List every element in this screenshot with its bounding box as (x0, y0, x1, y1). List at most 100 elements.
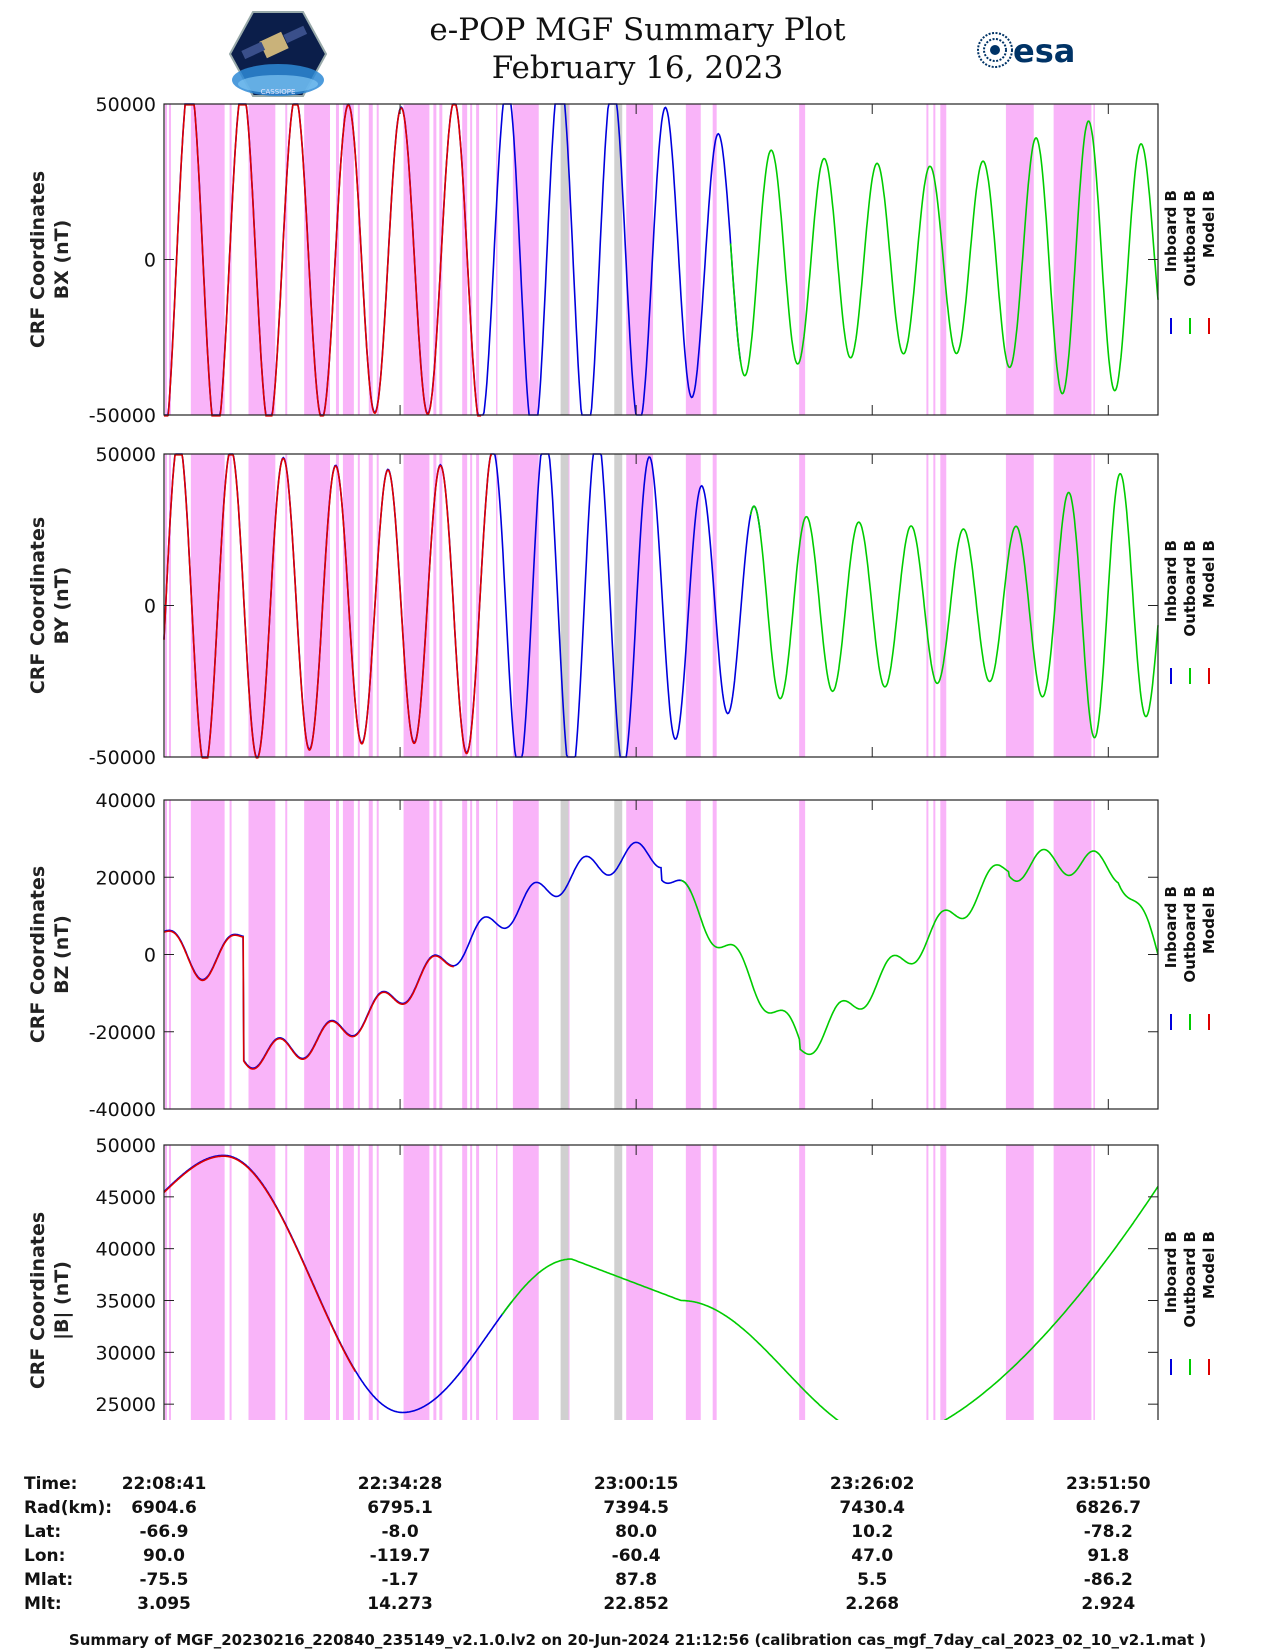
pink-band-14 (439, 800, 443, 1109)
gray-band-0 (560, 454, 569, 757)
esa-logo-text: esa (1013, 32, 1075, 70)
legend-label: Inboard B (1162, 1231, 1180, 1313)
pink-band-1 (168, 1145, 171, 1420)
pink-band-10 (368, 454, 373, 757)
pink-band-21 (626, 800, 654, 1109)
model-b-line (164, 104, 482, 417)
legend-label: Model B (1200, 190, 1218, 258)
pink-band-7 (335, 104, 339, 415)
pink-band-23 (712, 104, 717, 415)
cassiope-logo-text: CASSIOPE (261, 88, 296, 96)
chart-panel-BX: 50000 0 -50000 CRF Coordinates BX (nT) Inboar… (27, 94, 1218, 427)
gray-band-0 (560, 1145, 569, 1420)
pink-band-2 (190, 454, 225, 757)
pink-band-5 (285, 1145, 288, 1420)
ephemeris-cell: 91.8 (1087, 1546, 1130, 1566)
pink-band-6 (304, 1145, 330, 1420)
legend-label: Outboard B (1181, 886, 1199, 983)
ephemeris-cell: 22:08:41 (121, 1474, 207, 1494)
model-b-line (163, 1155, 357, 1372)
pink-band-23 (712, 1145, 717, 1420)
y-tick-label: -50000 (89, 405, 156, 427)
ephemeris-cell: -66.9 (139, 1522, 189, 1542)
pink-band-7 (335, 1145, 339, 1420)
pink-band-11 (376, 454, 379, 757)
pink-band-8 (342, 800, 354, 1109)
pink-band-4 (248, 1145, 276, 1420)
pink-band-18 (495, 1145, 498, 1420)
pink-band-17 (476, 104, 480, 415)
pink-band-18 (495, 454, 498, 757)
title-line-1: e-POP MGF Summary Plot (429, 12, 846, 48)
pink-band-0 (164, 1145, 167, 1420)
pink-band-17 (476, 800, 480, 1109)
chart-panel-BY: 50000 0 -50000 CRF Coordinates BY (nT) Inboar… (27, 444, 1218, 769)
pink-band-5 (285, 104, 288, 415)
outboard-b-line (729, 120, 1159, 395)
y-axis-label-line1: CRF Coordinates (27, 517, 49, 694)
pink-band-24 (799, 104, 806, 415)
pink-band-9 (357, 1145, 360, 1420)
pink-band-17 (476, 454, 480, 757)
y-axis-label-line2: BZ (nT) (51, 915, 73, 994)
pink-band-30 (1093, 104, 1095, 415)
pink-band-3 (229, 800, 232, 1109)
chart-panel-BZ: 40000 20000 0 -20000 -40000 CRF Coordinates BZ… (27, 790, 1218, 1121)
pink-band-30 (1093, 454, 1095, 757)
ephemeris-cell: 23:26:02 (829, 1474, 915, 1494)
pink-band-12 (403, 454, 430, 757)
ephemeris-cell: 2.268 (845, 1594, 900, 1614)
pink-band-28 (1005, 800, 1034, 1109)
pink-band-27 (940, 1145, 947, 1420)
pink-band-18 (495, 800, 498, 1109)
pink-band-6 (304, 454, 330, 757)
pink-band-3 (229, 454, 232, 757)
ephemeris-cell: 14.273 (367, 1594, 433, 1614)
pink-band-11 (376, 104, 379, 415)
ephemeris-cell: -60.4 (611, 1546, 661, 1566)
pink-band-4 (248, 454, 276, 757)
y-axis-label-line2: |B| (nT) (51, 1261, 73, 1340)
pink-band-29 (1053, 454, 1092, 757)
y-axis-label-line2: BY (nT) (51, 567, 73, 645)
ephemeris-cell: 6826.7 (1075, 1498, 1142, 1518)
y-tick-label: 40000 (96, 790, 156, 812)
ephemeris-cell: 23:51:50 (1066, 1474, 1151, 1494)
ephemeris-cell: 87.8 (615, 1570, 658, 1590)
pink-band-19 (512, 800, 539, 1109)
ephemeris-cell: 10.2 (851, 1522, 894, 1542)
pink-band-16 (470, 800, 473, 1109)
outboard-b-line (680, 848, 1159, 1056)
esa-logo: esa (975, 28, 1090, 73)
pink-band-22 (685, 454, 701, 757)
ephemeris-cell: 5.5 (857, 1570, 888, 1590)
ephemeris-cell: -86.2 (1083, 1570, 1133, 1590)
pink-band-12 (403, 800, 430, 1109)
pink-band-24 (799, 800, 806, 1109)
y-tick-label: 20000 (96, 867, 156, 889)
pink-band-16 (470, 454, 473, 757)
y-axis-label-line1: CRF Coordinates (27, 171, 49, 348)
pink-band-11 (376, 1145, 379, 1420)
outboard-b-line (749, 472, 1159, 739)
gray-band-0 (560, 800, 569, 1109)
pink-band-22 (685, 1145, 701, 1420)
footer-summary: Summary of MGF_20230216_220840_235149_v2… (68, 1631, 1207, 1649)
pink-band-22 (685, 800, 701, 1109)
pink-band-13 (433, 454, 437, 757)
pink-band-11 (376, 800, 379, 1109)
y-tick-label: -50000 (89, 747, 156, 769)
gray-band-1 (614, 800, 623, 1109)
pink-band-29 (1053, 800, 1092, 1109)
pink-band-5 (285, 800, 288, 1109)
pink-band-9 (357, 104, 360, 415)
ephemeris-cell: 3.095 (137, 1594, 191, 1614)
pink-band-19 (512, 1145, 539, 1420)
pink-band-14 (439, 1145, 443, 1420)
ephemeris-cell: 2.924 (1081, 1594, 1136, 1614)
ephemeris-row-label: Lat: (24, 1522, 62, 1542)
y-tick-label: 45000 (96, 1187, 156, 1209)
pink-band-10 (368, 800, 373, 1109)
pink-band-25 (926, 454, 929, 757)
pink-band-9 (357, 800, 360, 1109)
